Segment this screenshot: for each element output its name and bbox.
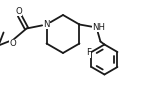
Text: NH: NH [92, 23, 105, 32]
Text: O: O [15, 7, 22, 16]
Text: N: N [43, 20, 50, 29]
Text: F: F [86, 48, 91, 57]
Text: O: O [9, 39, 16, 48]
